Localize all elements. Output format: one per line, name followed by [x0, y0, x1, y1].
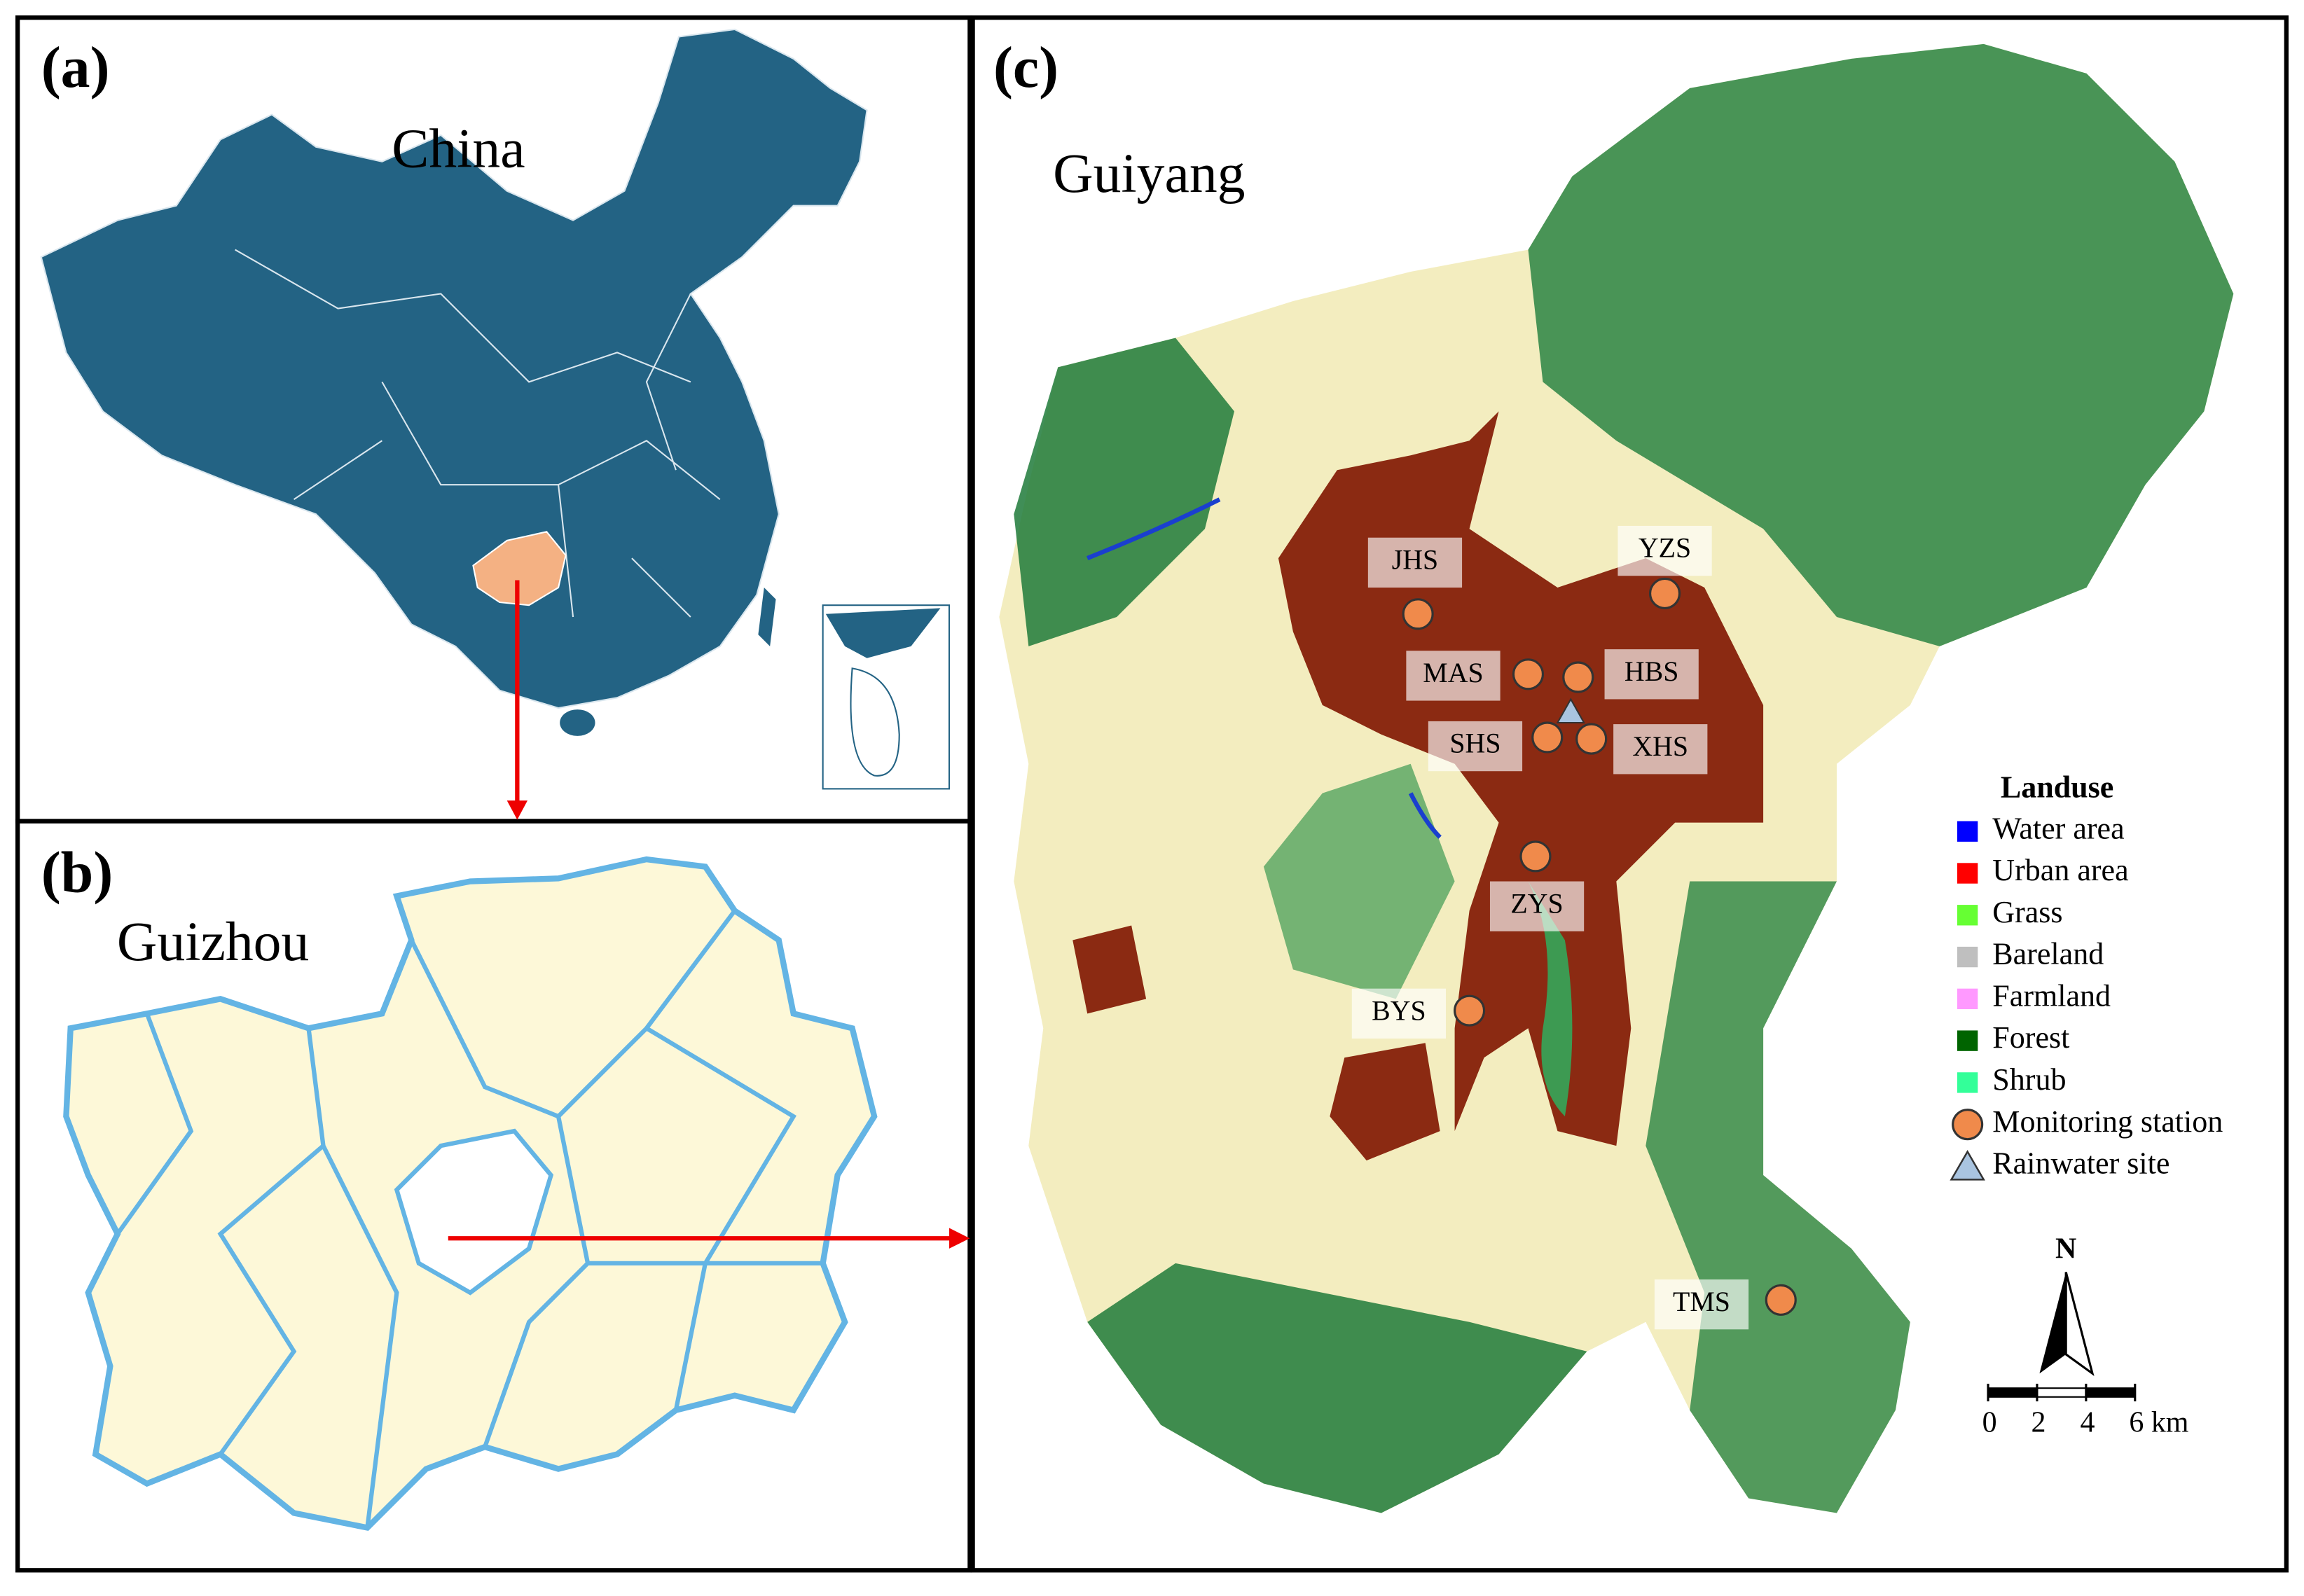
scale-segment: [2036, 1387, 2087, 1398]
legend-label: Shrub: [1992, 1062, 2066, 1097]
station-label: ZYS: [1510, 887, 1563, 919]
legend-swatch: [1957, 821, 1978, 842]
station-label-bg: [1613, 724, 1708, 775]
station-label-bg: [1489, 881, 1585, 931]
station-marker: [1402, 598, 1434, 630]
station-label-bg: [1351, 988, 1447, 1039]
guizhou-highlight: [472, 531, 567, 606]
scale-segment: [2085, 1387, 2136, 1398]
scale-tick-label: 2: [2031, 1406, 2046, 1438]
arrow-head: [949, 1228, 970, 1249]
station-marker: [1531, 721, 1564, 754]
station-label: SHS: [1449, 728, 1501, 759]
forest-southeast: [1646, 881, 1910, 1513]
panel-label: (b): [41, 840, 113, 905]
forest-west: [1014, 338, 1234, 646]
legend-title: Landuse: [2001, 770, 2114, 805]
station-label: JHS: [1392, 544, 1438, 576]
station-label: HBS: [1624, 655, 1679, 687]
legend-label: Bareland: [1992, 937, 2104, 971]
station-label-bg: [1428, 721, 1523, 772]
legend-swatch: [1957, 1030, 1978, 1051]
legend-label: Urban area: [1992, 853, 2128, 887]
scale-segment: [1987, 1387, 2038, 1398]
legend-swatch: [1957, 863, 1978, 884]
panel-c-frame: [970, 15, 2289, 1573]
station-marker: [1454, 994, 1486, 1027]
station-label: BYS: [1372, 994, 1426, 1026]
legend-swatch: [1952, 1109, 1984, 1141]
station-label-bg: [1604, 649, 1699, 700]
panel-b-frame: [15, 819, 972, 1573]
north-arrow: [2039, 1272, 2067, 1374]
panel-title: Guiyang: [1053, 143, 1245, 204]
station-label: MAS: [1423, 657, 1483, 688]
scale-tick-label: 6 km: [2129, 1406, 2188, 1438]
legend-label: Grass: [1992, 895, 2062, 929]
station-marker: [1562, 661, 1594, 693]
station-label: YZS: [1639, 532, 1691, 564]
station-marker: [1575, 723, 1608, 755]
forest-central: [1263, 763, 1455, 999]
legend-swatch: [1957, 1072, 1978, 1093]
taiwan: [758, 588, 776, 646]
legend-label: Farmland: [1992, 978, 2111, 1013]
station-label-bg: [1367, 537, 1463, 588]
station-label: TMS: [1673, 1286, 1730, 1317]
station-marker: [1765, 1284, 1797, 1316]
hainan: [560, 709, 595, 736]
forest-south: [1087, 1263, 1587, 1513]
north-label: N: [2055, 1233, 2076, 1265]
station-marker: [1512, 658, 1545, 691]
prefecture-borders: [116, 909, 823, 1528]
legend: Water area Urban area Grass Bareland Farmlan…: [1950, 811, 2223, 1181]
station-label-bg: [1617, 525, 1712, 576]
panel-label: (c): [993, 35, 1058, 100]
north-arrow: [2064, 1272, 2095, 1377]
legend-label: Forest: [1992, 1020, 2069, 1055]
inset-boundary: [850, 667, 900, 777]
station-label-bg: [1654, 1279, 1749, 1330]
guiyang-cutout: [394, 1128, 554, 1296]
legend-swatch: [1957, 905, 1978, 926]
stations: JHS YZS MAS HBS SHS XHS ZYS BYS TMS: [1351, 525, 1797, 1330]
panel-title: China: [392, 118, 525, 180]
panel-label: (a): [41, 35, 110, 100]
water-bodies: [1087, 497, 1442, 839]
urban-green-corridor: [1528, 881, 1573, 1117]
legend-swatch: [1957, 946, 1978, 968]
forest-north: [1528, 43, 2234, 646]
legend-swatch: [1950, 1149, 1985, 1181]
station-label: XHS: [1632, 730, 1688, 762]
scale-bar: 0 2 4 6 km: [1982, 1383, 2188, 1438]
legend-label: Water area: [1992, 811, 2124, 845]
station-marker: [1519, 840, 1552, 873]
station-marker: [1649, 577, 1681, 609]
province-borders: [235, 249, 721, 618]
china-map: [40, 28, 868, 709]
urban-patch: [1330, 1043, 1440, 1161]
station-label-bg: [1406, 651, 1501, 701]
scale-tick-label: 4: [2080, 1406, 2095, 1438]
legend-swatch: [1957, 988, 1978, 1010]
arrow-head: [506, 800, 528, 820]
panel-title: Guizhou: [117, 911, 309, 973]
urban-core: [1278, 411, 1764, 1146]
rainwater-site-marker: [1556, 698, 1585, 724]
urban-patch: [1072, 925, 1147, 1014]
scale-tick-label: 0: [1982, 1406, 1997, 1438]
legend-label: Monitoring station: [1992, 1104, 2223, 1139]
inset-land: [825, 608, 941, 658]
legend-label: Rainwater site: [1992, 1146, 2170, 1181]
